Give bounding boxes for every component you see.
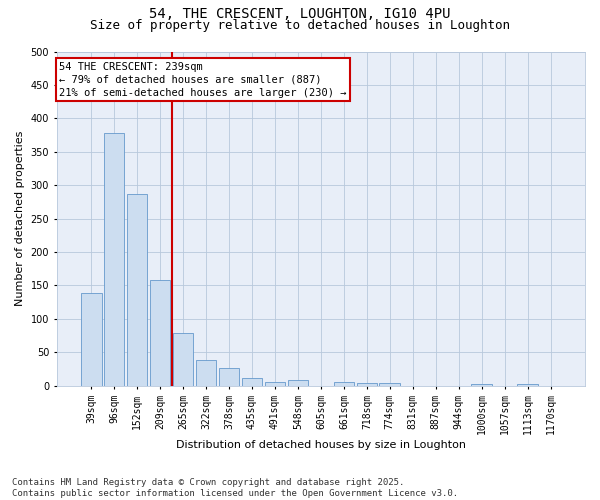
Bar xyxy=(287,380,308,386)
Bar xyxy=(265,382,285,386)
Text: 54 THE CRESCENT: 239sqm
← 79% of detached houses are smaller (887)
21% of semi-d: 54 THE CRESCENT: 239sqm ← 79% of detache… xyxy=(59,62,347,98)
Y-axis label: Number of detached properties: Number of detached properties xyxy=(15,131,25,306)
Bar xyxy=(104,133,124,386)
Bar xyxy=(173,333,193,386)
X-axis label: Distribution of detached houses by size in Loughton: Distribution of detached houses by size … xyxy=(176,440,466,450)
Text: Size of property relative to detached houses in Loughton: Size of property relative to detached ho… xyxy=(90,18,510,32)
Text: Contains HM Land Registry data © Crown copyright and database right 2025.
Contai: Contains HM Land Registry data © Crown c… xyxy=(12,478,458,498)
Bar xyxy=(356,383,377,386)
Text: 54, THE CRESCENT, LOUGHTON, IG10 4PU: 54, THE CRESCENT, LOUGHTON, IG10 4PU xyxy=(149,8,451,22)
Bar xyxy=(472,384,492,386)
Bar xyxy=(334,382,354,386)
Bar xyxy=(81,294,101,386)
Bar xyxy=(196,360,217,386)
Bar xyxy=(218,368,239,386)
Bar xyxy=(517,384,538,386)
Bar xyxy=(150,280,170,386)
Bar xyxy=(127,194,148,386)
Bar xyxy=(242,378,262,386)
Bar xyxy=(379,383,400,386)
